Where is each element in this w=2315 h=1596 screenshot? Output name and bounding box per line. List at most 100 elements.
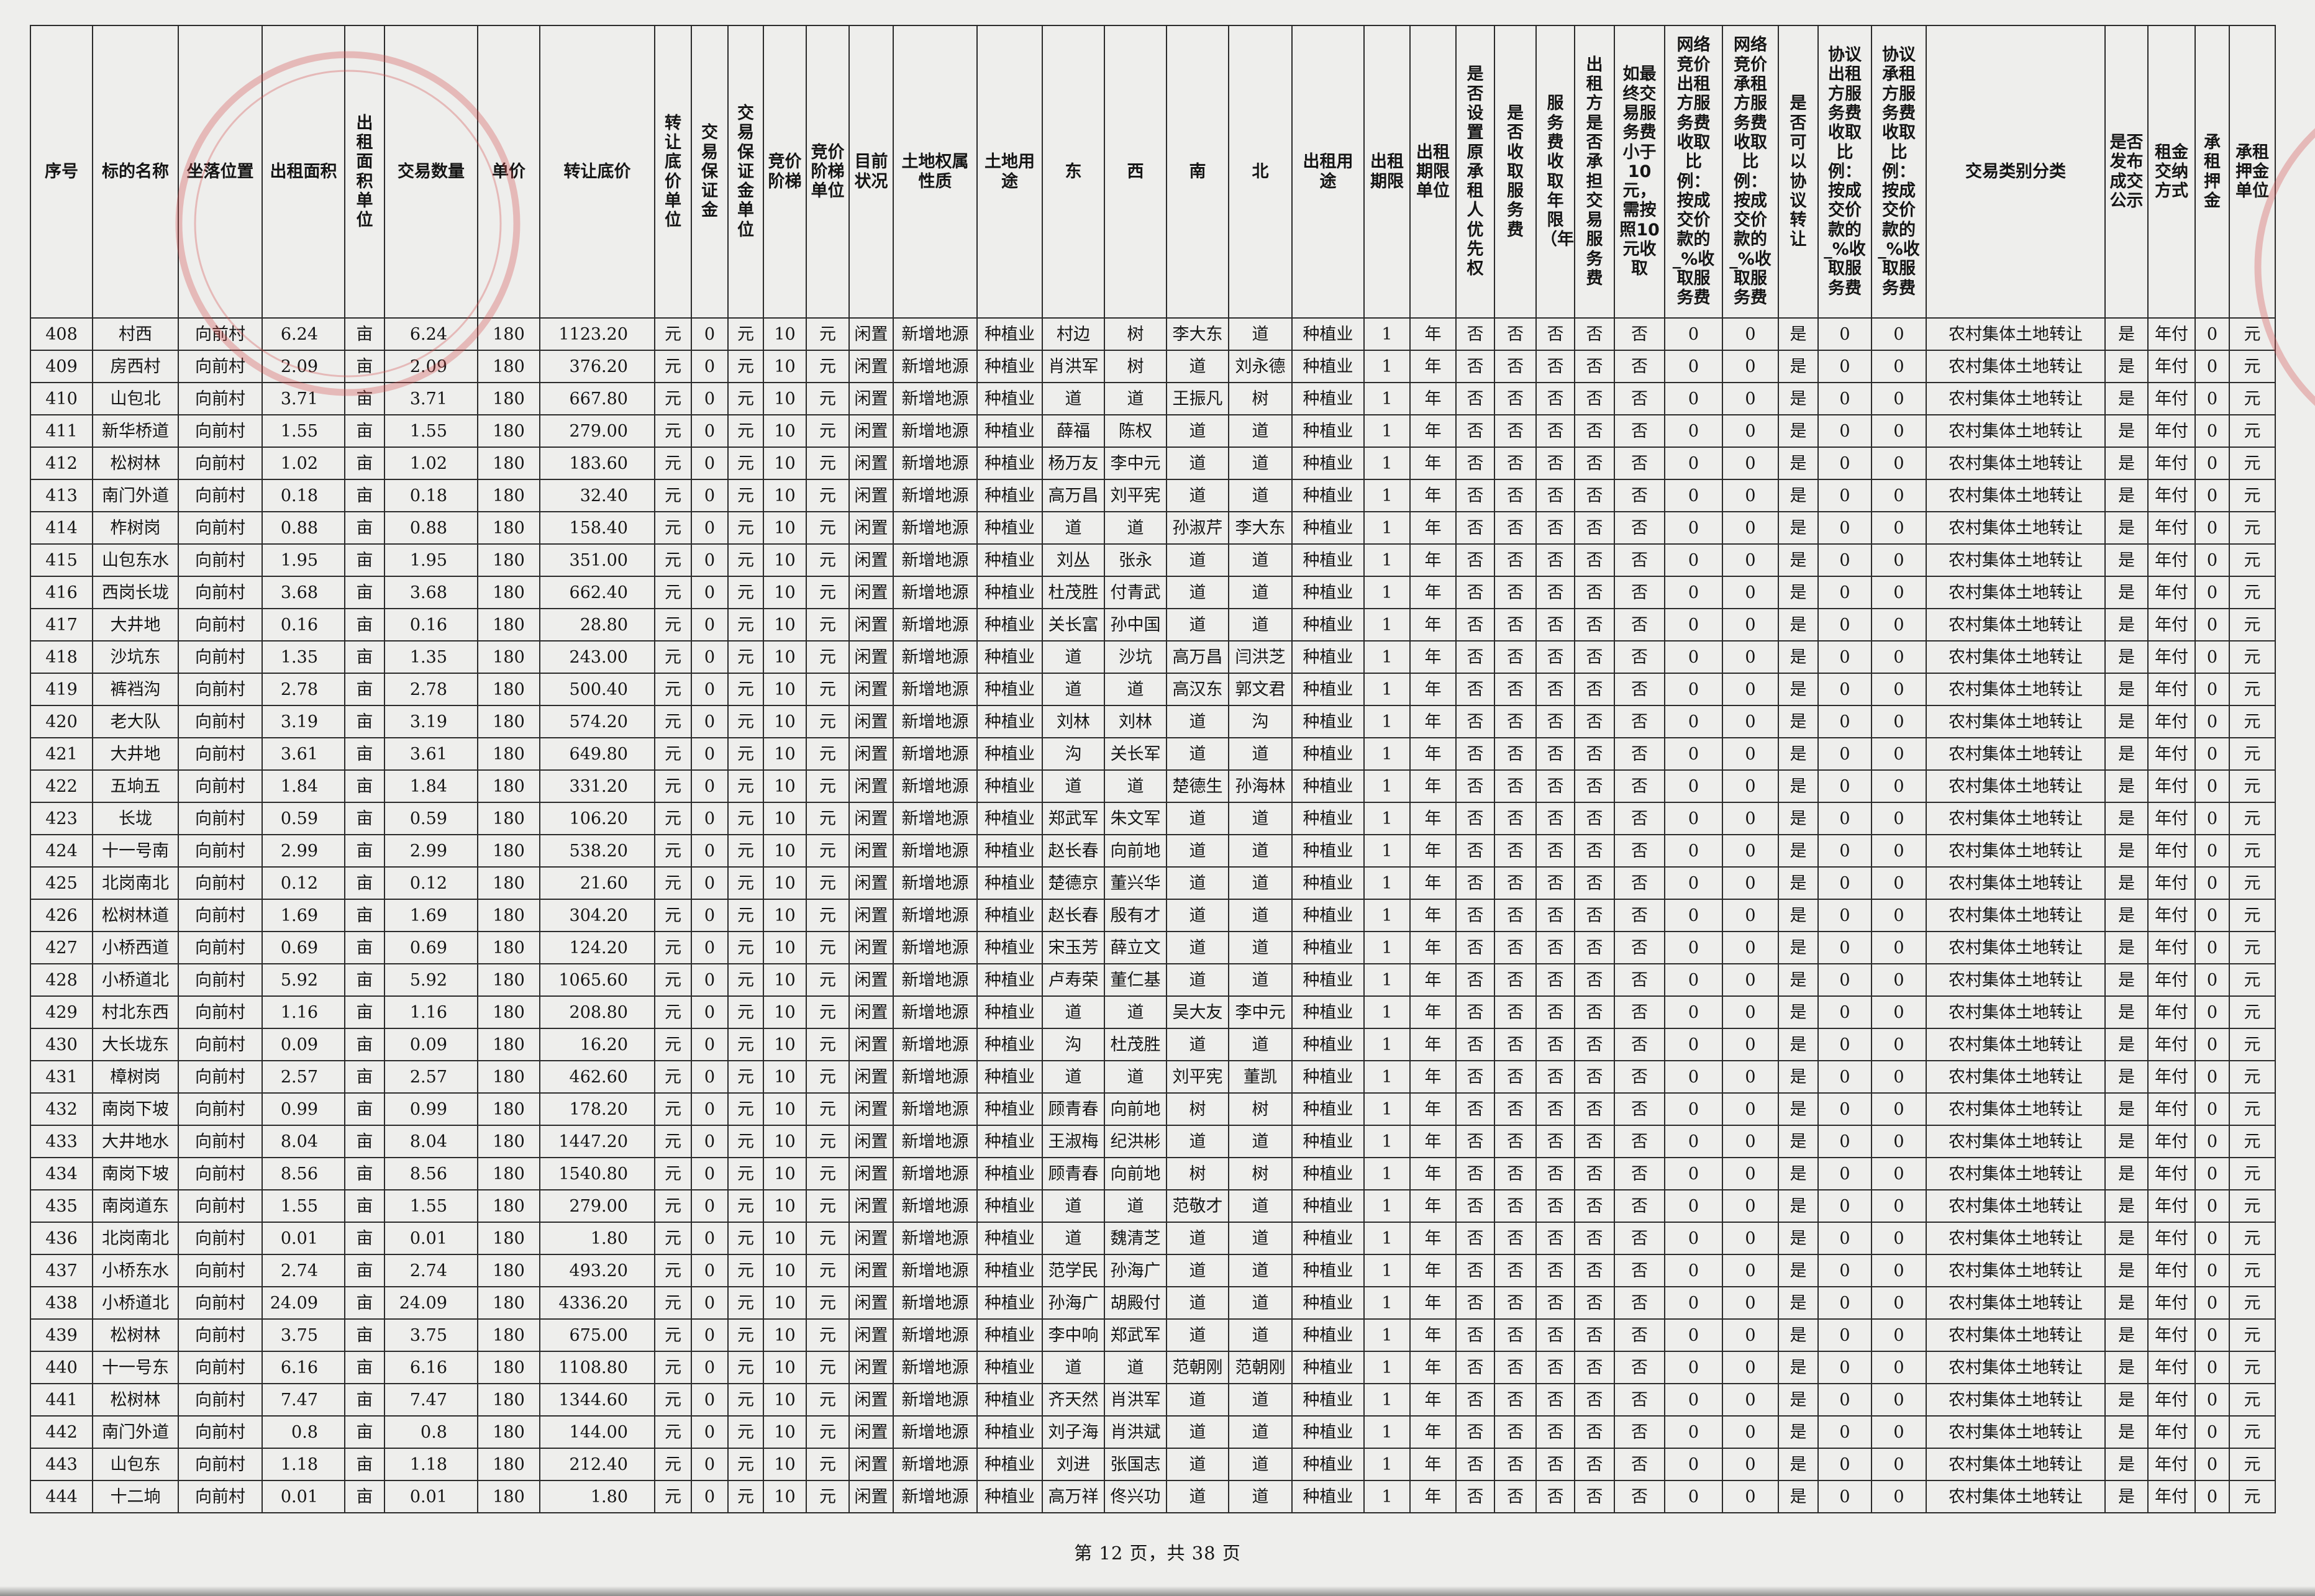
cell-agreement-transfer: 是 bbox=[1778, 769, 1819, 803]
cell-charge-service-fee: 否 bbox=[1494, 447, 1537, 480]
cell-item-name: 柞树岗 bbox=[92, 511, 179, 545]
cell-bid-step: 10 bbox=[763, 479, 807, 512]
cell-unit-price: 180 bbox=[477, 608, 540, 642]
cell-lease-term: 1 bbox=[1363, 608, 1411, 642]
header-lease-term: 出租期限 bbox=[1363, 25, 1411, 319]
cell-rent-payment: 年付 bbox=[2147, 1060, 2196, 1094]
cell-reserve-price-unit: 元 bbox=[654, 995, 692, 1029]
cell-lease-deposit-unit: 元 bbox=[2229, 640, 2276, 674]
cell-charge-service-fee: 否 bbox=[1494, 1092, 1537, 1126]
cell-min-fee-rule: 否 bbox=[1614, 705, 1665, 738]
cell-prior-tenant-right: 否 bbox=[1455, 382, 1495, 415]
cell-reserve-price: 144.00 bbox=[539, 1415, 655, 1449]
cell-agreement-transfer: 是 bbox=[1778, 1028, 1819, 1061]
cell-east: 刘进 bbox=[1042, 1448, 1105, 1481]
cell-location: 向前村 bbox=[178, 1189, 263, 1223]
cell-lease-use: 种植业 bbox=[1291, 995, 1365, 1029]
cell-lease-term: 1 bbox=[1363, 899, 1411, 932]
cell-agreement-lessee-fee-rate: 0 bbox=[1871, 543, 1927, 577]
cell-quantity: 8.56 bbox=[384, 1157, 478, 1190]
cell-lease-term-unit: 年 bbox=[1409, 1351, 1457, 1384]
cell-online-lessor-fee-rate: 0 bbox=[1664, 608, 1723, 642]
cell-quantity: 1.35 bbox=[384, 640, 478, 674]
cell-transaction-category: 农村集体土地转让 bbox=[1926, 1286, 2106, 1320]
cell-quantity: 2.74 bbox=[384, 1254, 478, 1287]
cell-lease-area-unit: 亩 bbox=[344, 963, 385, 997]
cell-lease-use: 种植业 bbox=[1291, 931, 1365, 964]
cell-current-status: 闲置 bbox=[848, 1222, 894, 1255]
cell-lease-area: 3.71 bbox=[262, 382, 345, 415]
cell-lease-term-unit: 年 bbox=[1409, 1383, 1457, 1417]
cell-bid-step: 10 bbox=[763, 1092, 807, 1126]
cell-north: 孙海林 bbox=[1228, 769, 1293, 803]
cell-lease-area: 3.75 bbox=[262, 1318, 345, 1352]
cell-agreement-lessor-fee-rate: 0 bbox=[1817, 511, 1872, 545]
cell-prior-tenant-right: 否 bbox=[1455, 1222, 1495, 1255]
cell-agreement-lessor-fee-rate: 0 bbox=[1817, 479, 1872, 512]
cell-north: 道 bbox=[1228, 1028, 1293, 1061]
cell-unit-price: 180 bbox=[477, 1222, 540, 1255]
cell-charge-service-fee: 否 bbox=[1494, 963, 1537, 997]
cell-transaction-category: 农村集体土地转让 bbox=[1926, 640, 2106, 674]
cell-quantity: 8.04 bbox=[384, 1125, 478, 1158]
cell-lessor-pays-fee: 否 bbox=[1574, 511, 1615, 545]
cell-deposit: 0 bbox=[691, 737, 729, 771]
cell-lease-area: 6.16 bbox=[262, 1351, 345, 1384]
cell-prior-tenant-right: 否 bbox=[1455, 1060, 1495, 1094]
cell-east: 道 bbox=[1042, 1189, 1105, 1223]
cell-lease-use: 种植业 bbox=[1291, 1060, 1365, 1094]
cell-lease-use: 种植业 bbox=[1291, 1028, 1365, 1061]
cell-online-lessee-fee-rate: 0 bbox=[1722, 1222, 1779, 1255]
cell-serial: 422 bbox=[30, 769, 93, 803]
cell-agreement-lessee-fee-rate: 0 bbox=[1871, 1060, 1927, 1094]
cell-online-lessor-fee-rate: 0 bbox=[1664, 317, 1723, 351]
cell-location: 向前村 bbox=[178, 1060, 263, 1094]
cell-serial: 434 bbox=[30, 1157, 93, 1190]
cell-land-ownership: 新增地源 bbox=[893, 1480, 978, 1513]
cell-rent-payment: 年付 bbox=[2147, 769, 2196, 803]
cell-lease-use: 种植业 bbox=[1291, 737, 1365, 771]
cell-west: 张永 bbox=[1104, 543, 1167, 577]
cell-south: 道 bbox=[1166, 1318, 1229, 1352]
cell-lease-deposit-unit: 元 bbox=[2229, 608, 2276, 642]
cell-south: 道 bbox=[1166, 1222, 1229, 1255]
cell-deposit-unit: 元 bbox=[727, 1480, 764, 1513]
header-min-fee-rule: 如最终交易服务费小于10元，需按照10元收取 bbox=[1614, 25, 1665, 319]
cell-online-lessor-fee-rate: 0 bbox=[1664, 511, 1723, 545]
cell-publish-result: 是 bbox=[2104, 1028, 2149, 1061]
cell-lease-term: 1 bbox=[1363, 1286, 1411, 1320]
cell-lease-deposit-unit: 元 bbox=[2229, 963, 2276, 997]
cell-min-fee-rule: 否 bbox=[1614, 1189, 1665, 1223]
cell-item-name: 松树林 bbox=[92, 1318, 179, 1352]
cell-north: 道 bbox=[1228, 1222, 1293, 1255]
cell-west: 董仁基 bbox=[1104, 963, 1167, 997]
cell-lease-area-unit: 亩 bbox=[344, 705, 385, 738]
cell-lease-term-unit: 年 bbox=[1409, 1415, 1457, 1449]
cell-lease-area-unit: 亩 bbox=[344, 1254, 385, 1287]
cell-east: 顾青春 bbox=[1042, 1092, 1105, 1126]
table-row: 416 西岗长垅 向前村 3.68 亩 3.68 180 662.40 元 0 元 10 元闲置 新增地源… bbox=[30, 576, 2276, 609]
cell-lease-area-unit: 亩 bbox=[344, 640, 385, 674]
cell-online-lessee-fee-rate: 0 bbox=[1722, 931, 1779, 964]
cell-lease-term-unit: 年 bbox=[1409, 317, 1457, 351]
cell-reserve-price-unit: 元 bbox=[654, 1383, 692, 1417]
cell-prior-tenant-right: 否 bbox=[1455, 899, 1495, 932]
cell-lease-area-unit: 亩 bbox=[344, 608, 385, 642]
cell-deposit-unit: 元 bbox=[727, 737, 764, 771]
cell-service-fee-years: 否 bbox=[1535, 1222, 1575, 1255]
cell-bid-step-unit: 元 bbox=[806, 1448, 850, 1481]
cell-charge-service-fee: 否 bbox=[1494, 414, 1537, 448]
cell-prior-tenant-right: 否 bbox=[1455, 1318, 1495, 1352]
cell-north: 刘永德 bbox=[1228, 350, 1293, 383]
cell-transaction-category: 农村集体土地转让 bbox=[1926, 769, 2106, 803]
cell-north: 道 bbox=[1228, 414, 1293, 448]
cell-agreement-lessee-fee-rate: 0 bbox=[1871, 1286, 1927, 1320]
table-row: 436 北岗南北 向前村 0.01 亩 0.01 180 1.80 元 0 元 10 元闲置 新增地源 种植… bbox=[30, 1222, 2276, 1255]
cell-lease-deposit: 0 bbox=[2194, 1286, 2230, 1320]
cell-bid-step: 10 bbox=[763, 866, 807, 900]
cell-item-name: 长垅 bbox=[92, 802, 179, 835]
cell-current-status: 闲置 bbox=[848, 1060, 894, 1094]
cell-location: 向前村 bbox=[178, 1415, 263, 1449]
cell-land-ownership: 新增地源 bbox=[893, 414, 978, 448]
cell-quantity: 2.09 bbox=[384, 350, 478, 383]
